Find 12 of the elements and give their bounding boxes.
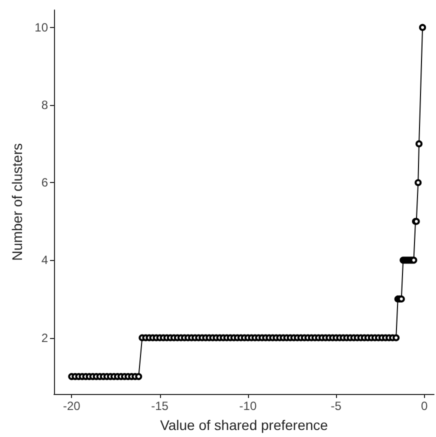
y-tick-label: 10 — [34, 20, 48, 34]
x-tick-label: -10 — [239, 399, 257, 413]
x-tick-label: 0 — [420, 399, 428, 413]
y-tick-label: 8 — [41, 98, 48, 112]
y-tick-label: 6 — [41, 176, 48, 190]
y-tick-label: 4 — [41, 253, 48, 268]
x-tick-label: -5 — [330, 399, 342, 413]
x-tick-label: -20 — [62, 399, 81, 413]
y-axis-title: Number of clusters — [8, 143, 25, 261]
x-axis-title: Value of shared preference — [160, 417, 328, 433]
x-tick-label: -15 — [151, 399, 169, 413]
y-tick-label: 2 — [41, 330, 48, 345]
